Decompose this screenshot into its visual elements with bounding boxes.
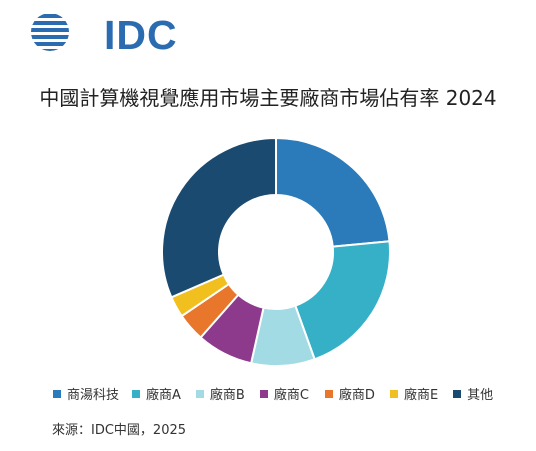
legend-label: 廠商D (338, 388, 375, 403)
legend-item: 廠商B (195, 384, 245, 403)
legend-label: 廠商C (273, 388, 309, 403)
legend-swatch (453, 389, 462, 398)
donut-slice (275, 136, 391, 248)
legend-swatch (195, 389, 204, 398)
legend-item: 廠商D (324, 384, 375, 403)
legend-item: 廠商A (132, 384, 181, 403)
legend-item: 其他 (453, 384, 493, 403)
legend-item: 廠商C (259, 384, 309, 403)
idc-globe-icon (31, 14, 69, 51)
legend-label: 廠商B (209, 388, 245, 403)
idc-logo: IDC (30, 12, 177, 58)
legend-swatch (389, 389, 398, 398)
chart-legend: 商湯科技 廠商A 廠商B 廠商C 廠商D 廠商E 其他 (53, 384, 493, 403)
legend-label: 廠商E (403, 388, 439, 403)
legend-label: 廠商A (146, 388, 181, 403)
legend-item: 廠商E (389, 384, 439, 403)
legend-label: 商湯科技 (67, 388, 120, 403)
legend-swatch (259, 389, 268, 398)
donut-slice (161, 136, 277, 299)
legend-swatch (53, 389, 61, 398)
legend-label: 其他 (467, 388, 494, 403)
donut-slice (294, 240, 391, 361)
logo-text: IDC (104, 12, 178, 58)
legend-swatch (324, 389, 333, 398)
source-note: 來源：IDC中國，2025 (52, 423, 187, 438)
legend-swatch (132, 389, 141, 398)
chart-title: 中國計算機視覺應用市場主要廠商市場佔有率 2024 (39, 86, 497, 110)
legend-item: 商湯科技 (53, 384, 119, 403)
